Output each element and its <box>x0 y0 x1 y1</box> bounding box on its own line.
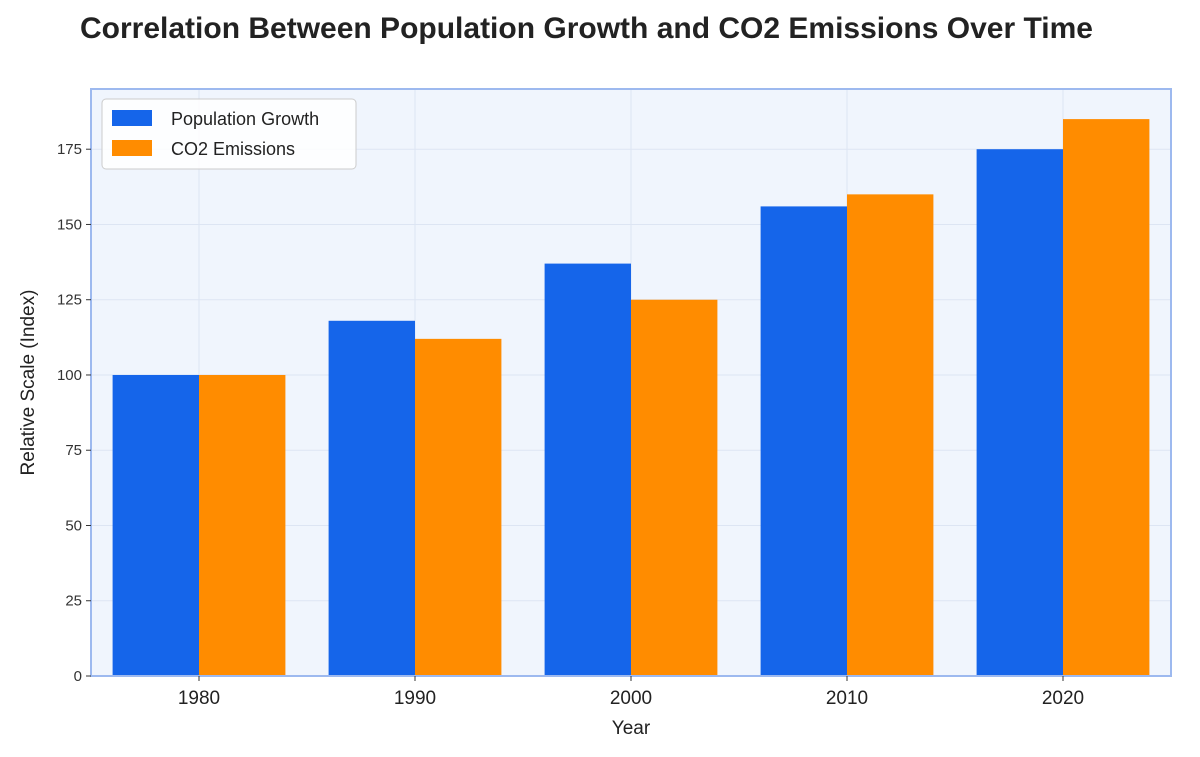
x-tick-label: 2010 <box>826 688 868 709</box>
y-tick-label: 0 <box>74 668 82 685</box>
y-tick-label: 100 <box>57 367 82 384</box>
x-tick-label: 1980 <box>178 688 220 709</box>
legend-label-population-growth: Population Growth <box>171 109 319 129</box>
legend-box <box>101 98 357 170</box>
legend-swatch-co2-emissions <box>112 140 152 156</box>
x-tick-label: 1990 <box>394 688 436 709</box>
bar-population-growth-2000 <box>544 263 631 676</box>
bar-population-growth-1980 <box>112 374 199 676</box>
y-axis-label: Relative Scale (Index) <box>18 290 39 476</box>
x-axis: 1980 1990 2000 2010 2020 <box>178 676 1084 709</box>
bar-co2-emissions-1980 <box>199 374 286 676</box>
x-tick-label: 2020 <box>1042 688 1084 709</box>
bar-population-growth-2020 <box>976 149 1063 676</box>
bar-co2-emissions-1990 <box>415 338 502 676</box>
y-tick-label: 150 <box>57 216 82 233</box>
y-tick-label: 125 <box>57 292 82 309</box>
x-axis-label: Year <box>612 718 651 739</box>
x-tick-label: 2000 <box>610 688 652 709</box>
legend-swatch-population-growth <box>112 110 152 126</box>
y-tick-label: 175 <box>57 141 82 158</box>
bars <box>112 119 1150 677</box>
bar-population-growth-2010 <box>760 206 847 676</box>
bar-co2-emissions-2000 <box>631 299 718 676</box>
y-tick-label: 50 <box>65 517 82 534</box>
legend-label-co2-emissions: CO2 Emissions <box>171 139 295 159</box>
y-tick-label: 75 <box>65 442 82 459</box>
chart-title: Correlation Between Population Growth an… <box>80 12 1093 45</box>
bar-population-growth-1990 <box>328 320 415 676</box>
y-axis: 0 25 50 75 100 125 150 175 <box>57 141 91 685</box>
y-tick-label: 25 <box>65 593 82 610</box>
bar-co2-emissions-2020 <box>1063 119 1150 677</box>
bar-co2-emissions-2010 <box>847 194 934 676</box>
legend: Population Growth CO2 Emissions <box>101 98 357 170</box>
